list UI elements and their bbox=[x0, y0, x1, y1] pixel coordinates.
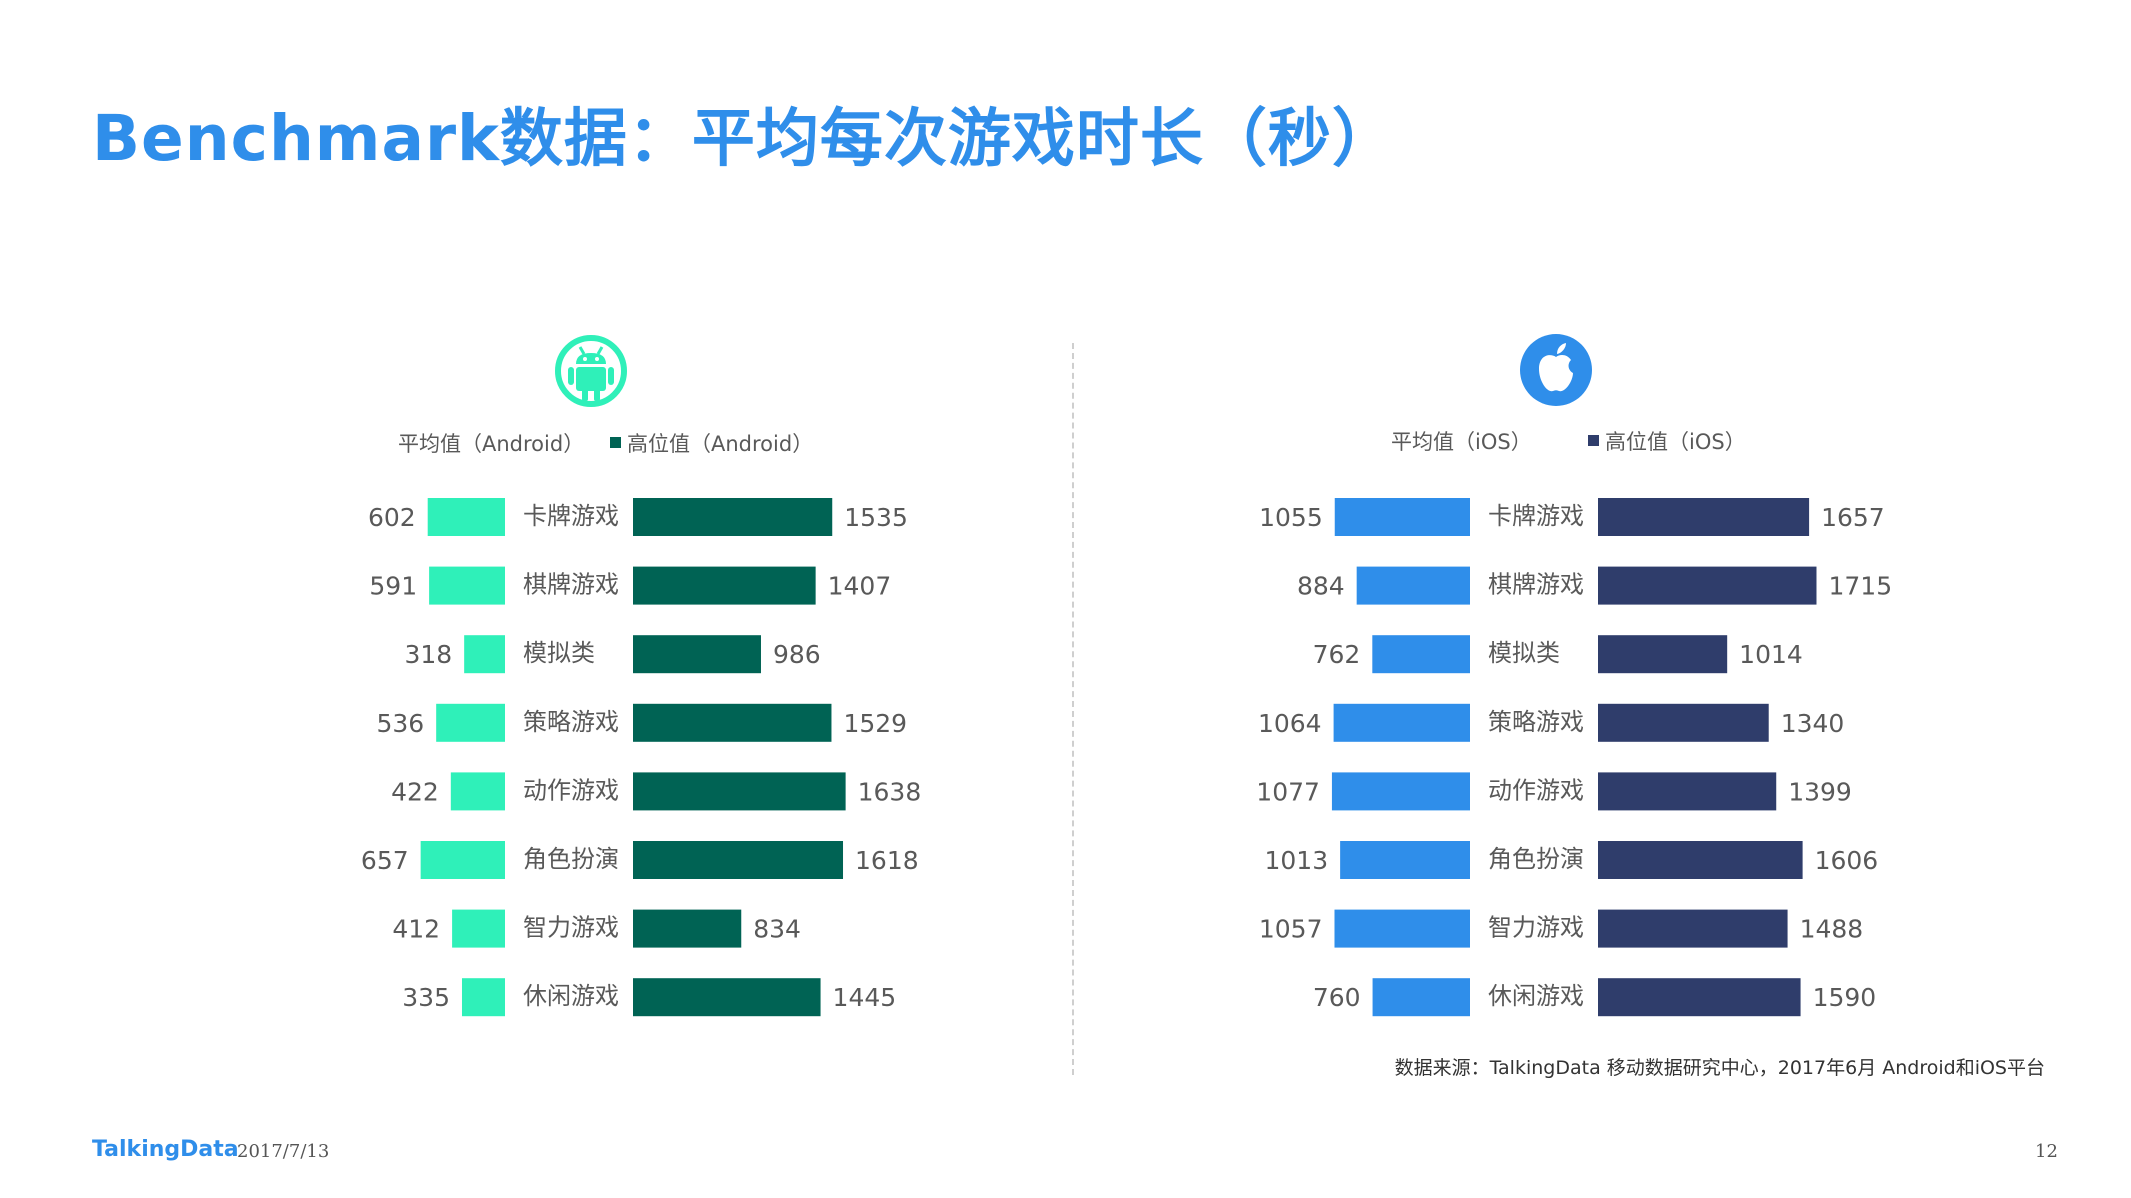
avg-value-label-android: 657 bbox=[361, 846, 409, 875]
avg-value-label-ios: 762 bbox=[1313, 640, 1361, 669]
high-bar-android bbox=[633, 498, 833, 536]
high-value-label-android: 1638 bbox=[858, 777, 922, 806]
avg-bar-android bbox=[420, 841, 505, 879]
avg-bar-android bbox=[436, 703, 505, 742]
avg-bar-ios bbox=[1334, 909, 1470, 948]
apple-icon bbox=[1520, 334, 1592, 406]
category-label-android: 智力游戏 bbox=[523, 914, 619, 942]
category-label-android: 卡牌游戏 bbox=[523, 502, 619, 530]
high-value-label-ios: 1014 bbox=[1739, 640, 1803, 669]
category-label-ios: 棋牌游戏 bbox=[1488, 571, 1584, 599]
legend-high-swatch-ios bbox=[1588, 435, 1599, 446]
avg-bar-ios bbox=[1372, 635, 1470, 674]
category-label-ios: 策略游戏 bbox=[1488, 708, 1584, 736]
avg-bar-android bbox=[427, 498, 505, 536]
high-bar-android bbox=[633, 566, 816, 605]
high-bar-android bbox=[633, 772, 846, 811]
android-icon bbox=[555, 335, 627, 407]
high-value-label-android: 986 bbox=[773, 640, 821, 669]
high-bar-ios bbox=[1598, 841, 1803, 879]
high-bar-ios bbox=[1598, 498, 1810, 536]
page-title: Benchmark数据：平均每次游戏时长（秒） bbox=[92, 102, 1396, 175]
legend-avg-ios: 平均值（iOS） bbox=[1391, 430, 1532, 454]
high-bar-ios bbox=[1598, 978, 1801, 1017]
avg-value-label-android: 422 bbox=[391, 777, 439, 806]
avg-bar-ios bbox=[1356, 566, 1470, 605]
high-value-label-android: 1407 bbox=[828, 572, 892, 601]
legend-high-ios: 高位值（iOS） bbox=[1605, 430, 1746, 454]
avg-bar-android bbox=[461, 978, 505, 1017]
category-label-android: 棋牌游戏 bbox=[523, 571, 619, 599]
avg-value-label-ios: 1013 bbox=[1265, 846, 1329, 875]
avg-bar-android bbox=[450, 772, 505, 811]
high-bar-android bbox=[633, 978, 821, 1017]
avg-value-label-ios: 1064 bbox=[1258, 709, 1322, 738]
avg-value-label-android: 591 bbox=[369, 572, 417, 601]
high-value-label-ios: 1715 bbox=[1828, 572, 1892, 601]
legend-avg-android: 平均值（Android） bbox=[398, 432, 584, 456]
category-label-android: 角色扮演 bbox=[523, 845, 619, 873]
high-bar-android bbox=[633, 703, 832, 742]
category-label-android: 策略游戏 bbox=[523, 708, 619, 736]
avg-bar-ios bbox=[1372, 978, 1470, 1017]
footer-date: 2017/7/13 bbox=[237, 1141, 330, 1162]
category-label-ios: 休闲游戏 bbox=[1488, 982, 1584, 1010]
avg-bar-ios bbox=[1334, 498, 1470, 536]
avg-bar-android bbox=[452, 909, 505, 948]
avg-bar-android bbox=[429, 566, 505, 605]
category-label-ios: 模拟类 bbox=[1488, 639, 1560, 667]
high-bar-android bbox=[633, 841, 844, 879]
avg-value-label-ios: 1055 bbox=[1259, 503, 1323, 532]
category-label-ios: 角色扮演 bbox=[1488, 845, 1584, 873]
high-value-label-ios: 1657 bbox=[1821, 503, 1885, 532]
high-bar-ios bbox=[1598, 566, 1817, 605]
avg-bar-ios bbox=[1333, 703, 1470, 742]
avg-value-label-android: 335 bbox=[402, 983, 450, 1012]
high-bar-ios bbox=[1598, 772, 1777, 811]
high-value-label-ios: 1488 bbox=[1800, 915, 1864, 944]
avg-value-label-android: 318 bbox=[404, 640, 452, 669]
high-bar-ios bbox=[1598, 635, 1728, 674]
high-value-label-android: 1445 bbox=[833, 983, 897, 1012]
category-label-android: 模拟类 bbox=[523, 639, 595, 667]
high-value-label-android: 1618 bbox=[855, 846, 919, 875]
page-number: 12 bbox=[2035, 1141, 2058, 1162]
category-label-ios: 动作游戏 bbox=[1488, 776, 1584, 804]
high-value-label-android: 1529 bbox=[843, 709, 907, 738]
avg-bar-ios bbox=[1340, 841, 1470, 879]
high-bar-android bbox=[633, 909, 742, 948]
avg-value-label-android: 412 bbox=[392, 915, 440, 944]
avg-value-label-ios: 884 bbox=[1297, 572, 1345, 601]
category-label-ios: 智力游戏 bbox=[1488, 914, 1584, 942]
high-value-label-ios: 1590 bbox=[1813, 983, 1877, 1012]
avg-value-label-android: 536 bbox=[376, 709, 424, 738]
high-value-label-ios: 1340 bbox=[1781, 709, 1845, 738]
legend-high-android: 高位值（Android） bbox=[627, 432, 813, 456]
data-source-note: 数据来源：TalkingData 移动数据研究中心，2017年6月 Androi… bbox=[1394, 1057, 2045, 1079]
avg-bar-android bbox=[464, 635, 505, 674]
footer-logo: TalkingData bbox=[92, 1137, 239, 1162]
high-value-label-android: 834 bbox=[753, 915, 801, 944]
avg-value-label-ios: 1057 bbox=[1259, 915, 1323, 944]
avg-value-label-android: 602 bbox=[368, 503, 416, 532]
legend-high-swatch-android bbox=[610, 437, 621, 448]
high-bar-ios bbox=[1598, 909, 1788, 948]
avg-value-label-ios: 760 bbox=[1313, 983, 1361, 1012]
avg-bar-ios bbox=[1331, 772, 1470, 811]
high-bar-android bbox=[633, 635, 761, 674]
category-label-android: 动作游戏 bbox=[523, 776, 619, 804]
avg-value-label-ios: 1077 bbox=[1256, 777, 1320, 806]
high-value-label-ios: 1606 bbox=[1815, 846, 1879, 875]
high-bar-ios bbox=[1598, 703, 1769, 742]
center-divider bbox=[1072, 343, 1074, 1075]
high-value-label-android: 1535 bbox=[844, 503, 908, 532]
category-label-ios: 卡牌游戏 bbox=[1488, 502, 1584, 530]
category-label-android: 休闲游戏 bbox=[523, 982, 619, 1010]
high-value-label-ios: 1399 bbox=[1788, 777, 1852, 806]
